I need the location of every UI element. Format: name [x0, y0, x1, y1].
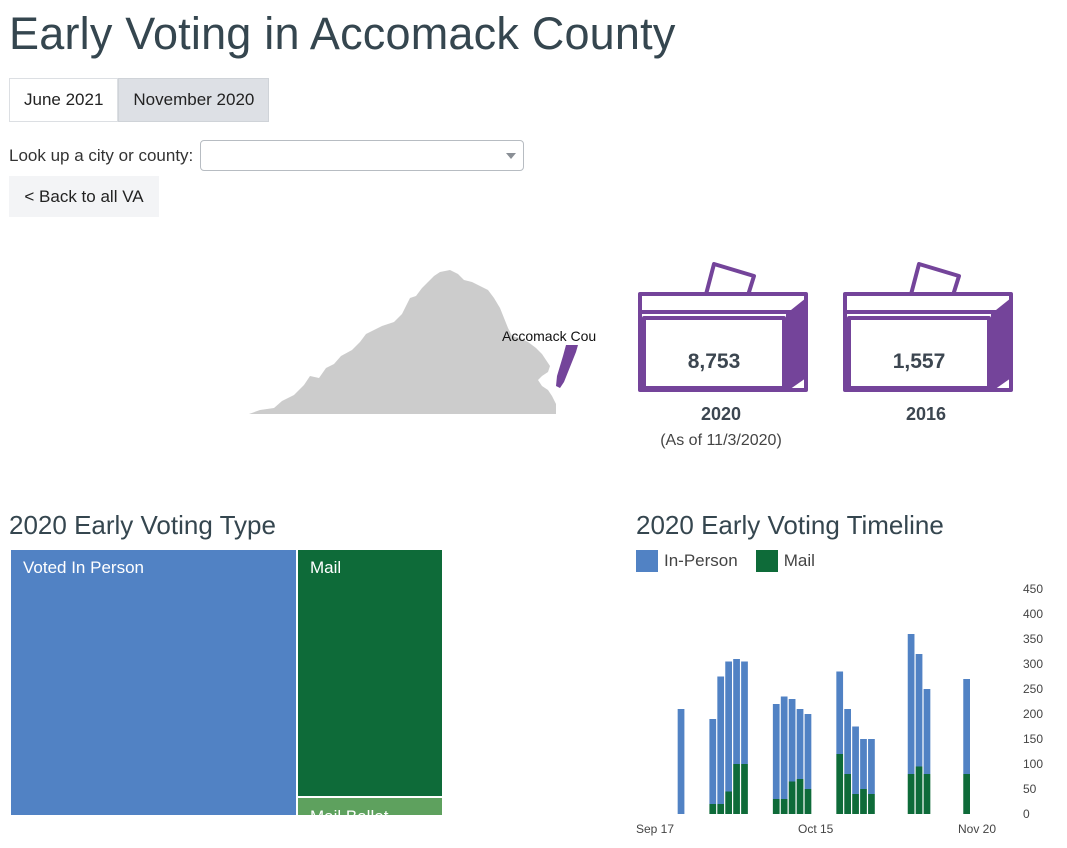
- timeline-bar-in-person[interactable]: [788, 699, 796, 782]
- timeline-bar-in-person[interactable]: [907, 634, 915, 774]
- treemap-cell[interactable]: Voted In Person: [10, 549, 297, 816]
- y-tick-label: 250: [1023, 682, 1043, 696]
- timeline-bar-in-person[interactable]: [844, 709, 851, 774]
- legend-swatch-in-person: [636, 550, 658, 572]
- ballot-year-2020: 2020: [700, 404, 742, 424]
- timeline-bar-mail[interactable]: [963, 774, 970, 814]
- timeline-chart: 0 50 100 150 200 250 300 350 400 450 Sep 17 Oct 15 N…: [636, 582, 1043, 836]
- y-tick-label: 100: [1023, 757, 1043, 771]
- lookup-row: Look up a city or county:: [9, 140, 525, 171]
- legend-item-in-person: In-Person: [636, 550, 738, 572]
- x-tick-label: Sep 17: [636, 822, 674, 836]
- timeline-bar-in-person[interactable]: [804, 714, 812, 789]
- timeline-bar-mail[interactable]: [733, 764, 740, 814]
- timeline-bar-mail[interactable]: [804, 789, 812, 814]
- timeline-bar-in-person[interactable]: [733, 659, 740, 764]
- back-button[interactable]: < Back to all VA: [9, 176, 159, 217]
- timeline-bar-in-person[interactable]: [796, 709, 804, 779]
- x-tick-label: Nov 20: [958, 822, 996, 836]
- timeline-title: 2020 Early Voting Timeline: [636, 510, 944, 540]
- treemap-cell[interactable]: Mail Ballot: [297, 797, 443, 826]
- timeline-bar-in-person[interactable]: [677, 709, 685, 814]
- timeline-bar-mail[interactable]: [923, 774, 931, 814]
- timeline-bar-mail[interactable]: [788, 781, 796, 815]
- y-tick-label: 0: [1023, 807, 1030, 821]
- timeline-bar-in-person[interactable]: [836, 671, 844, 755]
- treemap-cell-label: Mail Ballot: [310, 807, 389, 826]
- timeline-bar-in-person[interactable]: [852, 726, 859, 795]
- legend-label-mail: Mail: [783, 551, 815, 570]
- accomack-county-shape[interactable]: [556, 345, 578, 388]
- voting-type-title: 2020 Early Voting Type: [9, 510, 276, 540]
- timeline-bar-in-person[interactable]: [923, 689, 931, 774]
- ballot-box-2016: 1,557: [843, 262, 1013, 392]
- timeline-bar-mail[interactable]: [836, 754, 844, 814]
- lookup-label: Look up a city or county:: [9, 145, 194, 165]
- timeline-bar-mail[interactable]: [915, 766, 923, 815]
- legend-label-in-person: In-Person: [664, 551, 738, 570]
- legend-item-mail: Mail: [755, 550, 815, 572]
- ballot-count-2016: 1,557: [893, 350, 946, 373]
- timeline-bar-in-person[interactable]: [963, 679, 970, 774]
- timeline-bar-mail[interactable]: [725, 791, 732, 815]
- map-county-label: Accomack Cou: [502, 328, 596, 344]
- timeline-bar-mail[interactable]: [772, 799, 780, 814]
- y-tick-label: 450: [1023, 582, 1043, 596]
- chevron-down-icon[interactable]: [506, 153, 517, 159]
- virginia-state-shape[interactable]: [249, 270, 556, 414]
- timeline-legend: In-Person Mail: [636, 550, 833, 572]
- election-tabs: June 2021 November 2020: [9, 78, 270, 122]
- timeline-bar-mail[interactable]: [907, 774, 915, 814]
- timeline-bar-in-person[interactable]: [709, 719, 717, 804]
- timeline-bar-in-person[interactable]: [780, 696, 788, 800]
- timeline-bar-mail[interactable]: [780, 799, 788, 814]
- timeline-bar-mail[interactable]: [852, 794, 859, 814]
- legend-swatch-mail: [755, 550, 778, 572]
- timeline-bar-mail[interactable]: [868, 794, 875, 814]
- timeline-bar-mail[interactable]: [796, 779, 804, 814]
- y-tick-label: 150: [1023, 732, 1043, 746]
- y-tick-label: 400: [1023, 607, 1043, 621]
- timeline-bar-in-person[interactable]: [717, 676, 725, 805]
- ballot-year-2016: 2016: [905, 404, 947, 424]
- y-tick-label: 350: [1023, 632, 1043, 646]
- voting-type-treemap: Voted In Person Mail Mail Ballot: [10, 549, 443, 826]
- timeline-bar-in-person[interactable]: [741, 661, 748, 765]
- y-tick-label: 200: [1023, 707, 1043, 721]
- county-select[interactable]: [200, 140, 525, 171]
- ballot-box-2020: 8,753: [638, 262, 808, 392]
- treemap-cell-label: Mail: [310, 558, 342, 577]
- treemap-cell-label: Voted In Person: [23, 558, 144, 577]
- y-tick-label: 50: [1023, 782, 1037, 796]
- timeline-bar-in-person[interactable]: [772, 704, 780, 799]
- timeline-bar-mail[interactable]: [844, 774, 851, 814]
- y-tick-label: 300: [1023, 657, 1043, 671]
- timeline-bar-mail[interactable]: [717, 804, 725, 814]
- virginia-map: Accomack Cou: [249, 270, 596, 414]
- x-tick-label: Oct 15: [798, 822, 834, 836]
- tab-june-2021[interactable]: June 2021: [9, 78, 119, 122]
- timeline-bar-in-person[interactable]: [915, 654, 923, 767]
- timeline-bar-in-person[interactable]: [860, 739, 867, 789]
- page-title: Early Voting in Accomack County: [9, 8, 676, 59]
- treemap-cell[interactable]: Mail: [297, 549, 443, 797]
- timeline-bar-mail[interactable]: [709, 804, 717, 814]
- timeline-bar-mail[interactable]: [860, 789, 867, 814]
- ballot-note-2020: (As of 11/3/2020): [660, 432, 782, 449]
- ballot-count-2020: 8,753: [688, 350, 741, 373]
- timeline-bar-in-person[interactable]: [725, 661, 732, 792]
- tab-november-2020[interactable]: November 2020: [118, 78, 270, 122]
- timeline-bar-in-person[interactable]: [868, 739, 875, 794]
- timeline-bar-mail[interactable]: [741, 764, 748, 814]
